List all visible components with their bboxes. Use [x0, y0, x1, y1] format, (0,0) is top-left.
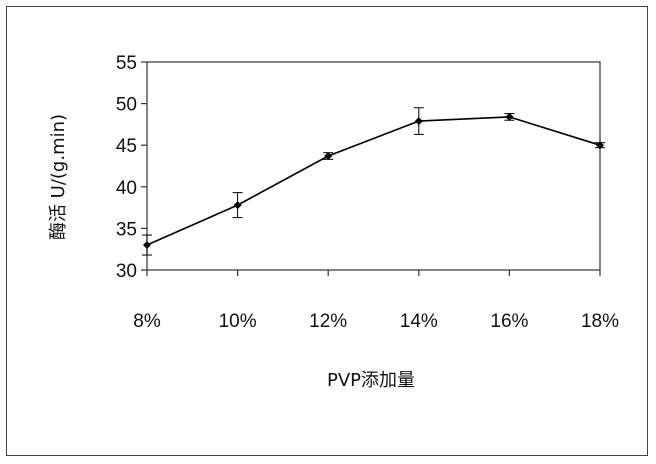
x-tick-label: 14%: [400, 311, 438, 332]
y-tick-label: 45: [116, 136, 137, 157]
plot-area-border: [147, 62, 600, 270]
y-tick-label: 40: [116, 178, 137, 199]
error-bars: [142, 108, 605, 255]
x-ticks: 8% 10% 12% 14% 16% 18%: [133, 270, 619, 332]
x-tick-label: 12%: [309, 311, 347, 332]
data-point: [505, 113, 513, 121]
data-points: [143, 113, 604, 249]
data-point: [143, 241, 151, 249]
x-tick-label: 16%: [490, 311, 528, 332]
axes: [147, 62, 600, 270]
y-ticks: 30 35 40 45 50 55: [116, 53, 147, 282]
x-axis-label: PVP添加量: [327, 370, 415, 391]
x-tick-label: 18%: [581, 311, 619, 332]
series-line: [147, 117, 600, 245]
y-tick-label: 35: [116, 219, 137, 240]
data-point: [324, 152, 332, 160]
y-tick-label: 50: [116, 95, 137, 116]
y-tick-label: 30: [116, 261, 137, 282]
x-tick-label: 10%: [219, 311, 257, 332]
data-point: [415, 117, 423, 125]
y-axis-label: 酶活 U/(g.min): [48, 114, 69, 240]
y-tick-label: 55: [116, 53, 137, 74]
x-tick-label: 8%: [133, 311, 161, 332]
series-lines: [147, 117, 600, 245]
data-point: [234, 201, 242, 209]
